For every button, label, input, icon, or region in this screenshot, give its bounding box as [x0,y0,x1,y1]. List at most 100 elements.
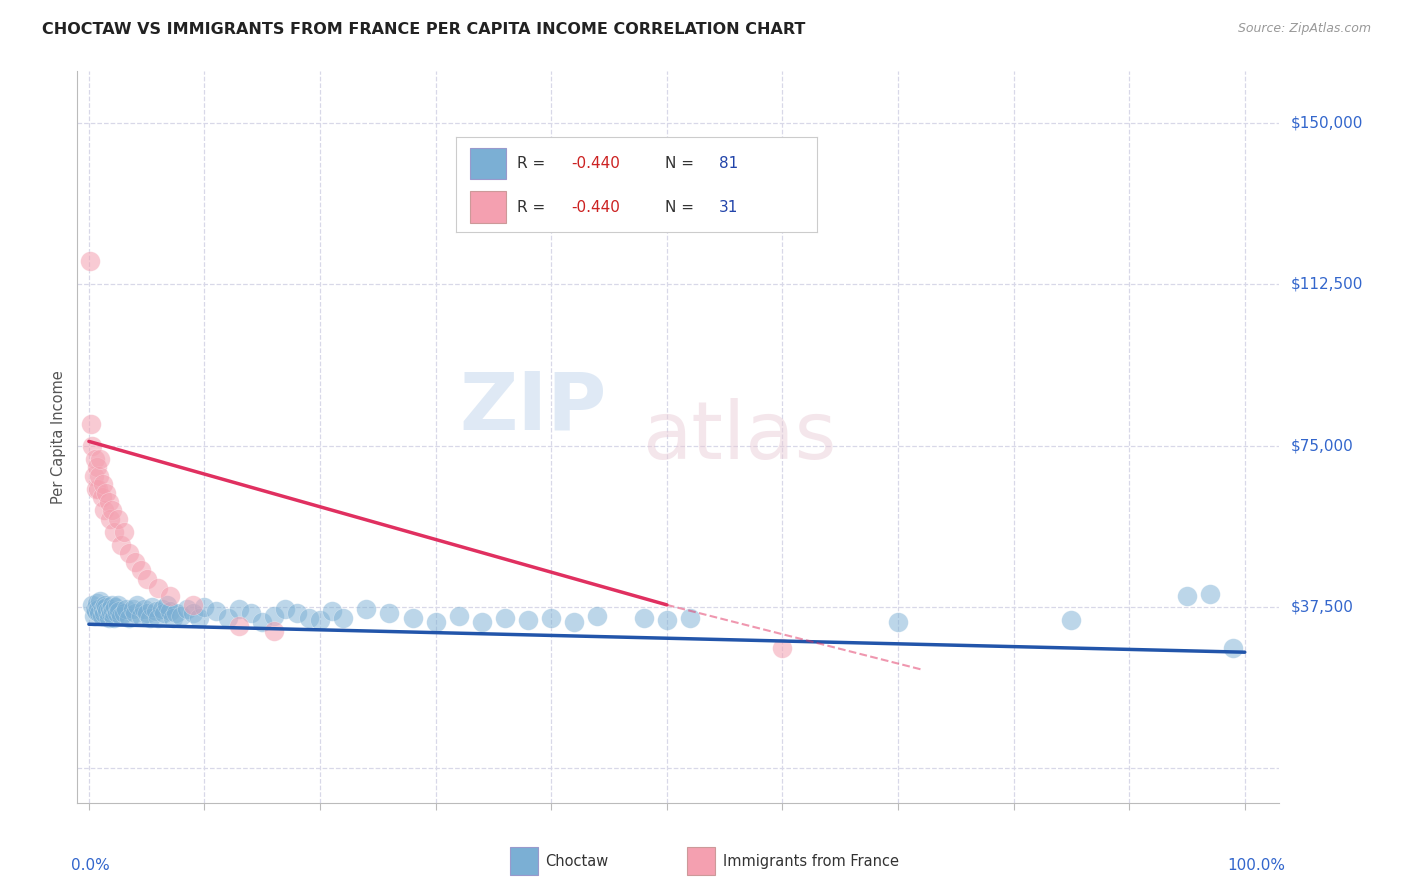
Point [447,608,470,623]
Point [770,640,793,655]
Point [332,611,354,625]
Point [285,607,308,621]
Point [176,602,198,616]
Text: 100.0%: 100.0% [1227,858,1285,872]
Point [98,602,121,616]
Point [378,607,401,621]
Point [148,611,170,625]
Point [108,604,131,618]
Text: $75,000: $75,000 [1291,438,1354,453]
Point [1199,587,1222,601]
Point [101,503,124,517]
Point [127,598,149,612]
Point [159,589,181,603]
Point [564,615,586,629]
Point [193,600,215,615]
Point [90,608,112,623]
Point [89,593,111,607]
Point [181,598,204,612]
Point [274,602,297,616]
Point [100,607,122,621]
Point [165,607,187,621]
Text: -0.440: -0.440 [571,200,620,215]
Point [1060,613,1083,627]
FancyBboxPatch shape [471,148,506,179]
Point [252,615,274,629]
Point [129,564,152,578]
Point [80,417,103,432]
Point [1222,640,1244,655]
Point [83,608,105,623]
Point [141,600,163,615]
Point [205,604,228,618]
Point [263,624,285,638]
Point [228,602,250,616]
Point [153,607,176,621]
Point [112,607,135,621]
Point [96,600,118,615]
Point [134,602,156,616]
Point [103,524,125,539]
Point [86,596,108,610]
Point [887,615,910,629]
Text: $112,500: $112,500 [1291,277,1362,292]
Point [82,598,104,612]
Point [118,546,141,560]
Point [679,611,702,625]
Point [98,512,121,526]
Point [494,611,516,625]
Point [86,460,108,475]
Text: CHOCTAW VS IMMIGRANTS FROM FRANCE PER CAPITA INCOME CORRELATION CHART: CHOCTAW VS IMMIGRANTS FROM FRANCE PER CA… [42,22,806,37]
Point [91,602,114,616]
Point [121,602,143,616]
Point [135,607,157,621]
Point [87,602,110,616]
Point [112,524,135,539]
FancyBboxPatch shape [510,847,537,875]
Text: Choctaw: Choctaw [546,854,609,869]
Point [97,611,120,625]
Point [79,253,101,268]
Point [83,451,105,466]
Point [239,607,262,621]
Point [633,611,655,625]
Text: R =: R = [517,200,550,215]
Point [93,607,115,621]
Text: atlas: atlas [643,398,837,476]
Point [96,604,118,618]
Point [139,611,162,625]
Point [162,611,184,625]
Point [150,602,173,616]
Point [655,613,678,627]
Point [94,598,117,612]
Point [586,608,609,623]
Point [159,604,181,618]
Text: $37,500: $37,500 [1291,599,1354,615]
Point [82,439,104,453]
Point [96,486,118,500]
Text: Immigrants from France: Immigrants from France [723,854,898,869]
Point [110,538,132,552]
Point [124,555,146,569]
FancyBboxPatch shape [471,192,506,223]
Point [89,451,111,466]
Point [148,581,170,595]
Text: 0.0%: 0.0% [72,858,110,872]
Point [540,611,562,625]
Point [84,604,107,618]
Point [90,491,112,505]
FancyBboxPatch shape [688,847,714,875]
Point [297,611,319,625]
Point [425,615,447,629]
Point [517,613,540,627]
Point [145,604,167,618]
Point [97,494,120,508]
Point [84,482,107,496]
Point [115,602,138,616]
Point [170,608,193,623]
Point [105,607,128,621]
Point [91,477,114,491]
Point [93,503,115,517]
Text: Source: ZipAtlas.com: Source: ZipAtlas.com [1237,22,1371,36]
Point [217,611,239,625]
